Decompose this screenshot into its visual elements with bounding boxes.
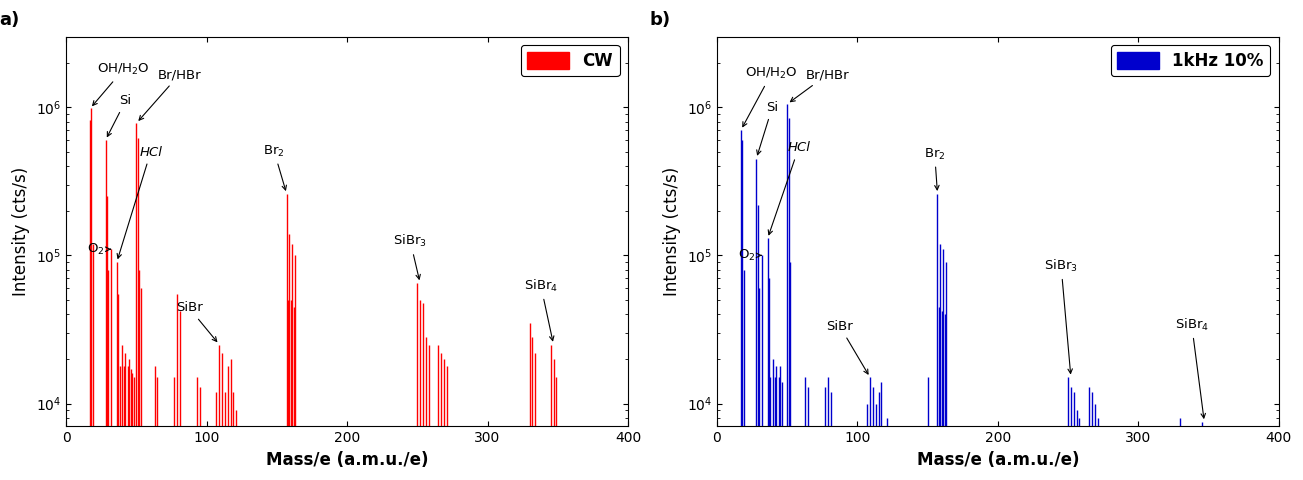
Text: b): b) bbox=[650, 11, 671, 29]
Legend: CW: CW bbox=[521, 45, 620, 76]
Text: O$_2$: O$_2$ bbox=[737, 248, 761, 263]
Text: a): a) bbox=[0, 11, 20, 29]
Text: Br/HBr: Br/HBr bbox=[791, 68, 850, 102]
Text: SiBr$_3$: SiBr$_3$ bbox=[1044, 258, 1078, 373]
Text: SiBr: SiBr bbox=[826, 320, 868, 374]
Text: OH/H$_2$O: OH/H$_2$O bbox=[743, 66, 797, 127]
Text: SiBr$_3$: SiBr$_3$ bbox=[394, 233, 427, 279]
Text: Si: Si bbox=[107, 94, 132, 136]
Legend: 1kHz 10%: 1kHz 10% bbox=[1110, 45, 1270, 76]
Text: Br/HBr: Br/HBr bbox=[139, 68, 201, 120]
Y-axis label: Intensity (cts/s): Intensity (cts/s) bbox=[13, 167, 30, 296]
Text: SiBr$_4$: SiBr$_4$ bbox=[524, 278, 558, 341]
Text: Br$_2$: Br$_2$ bbox=[263, 144, 287, 190]
Text: Br$_2$: Br$_2$ bbox=[924, 146, 946, 190]
Text: OH/H$_2$O: OH/H$_2$O bbox=[93, 62, 150, 106]
Text: Si: Si bbox=[757, 101, 778, 155]
Text: HCl: HCl bbox=[769, 142, 810, 235]
Y-axis label: Intensity (cts/s): Intensity (cts/s) bbox=[663, 167, 681, 296]
Text: HCl: HCl bbox=[117, 145, 162, 258]
X-axis label: Mass/e (a.m.u./e): Mass/e (a.m.u./e) bbox=[266, 451, 429, 469]
X-axis label: Mass/e (a.m.u./e): Mass/e (a.m.u./e) bbox=[916, 451, 1079, 469]
Text: O$_2$: O$_2$ bbox=[87, 241, 111, 257]
Text: SiBr: SiBr bbox=[176, 301, 216, 341]
Text: SiBr$_4$: SiBr$_4$ bbox=[1174, 317, 1209, 418]
